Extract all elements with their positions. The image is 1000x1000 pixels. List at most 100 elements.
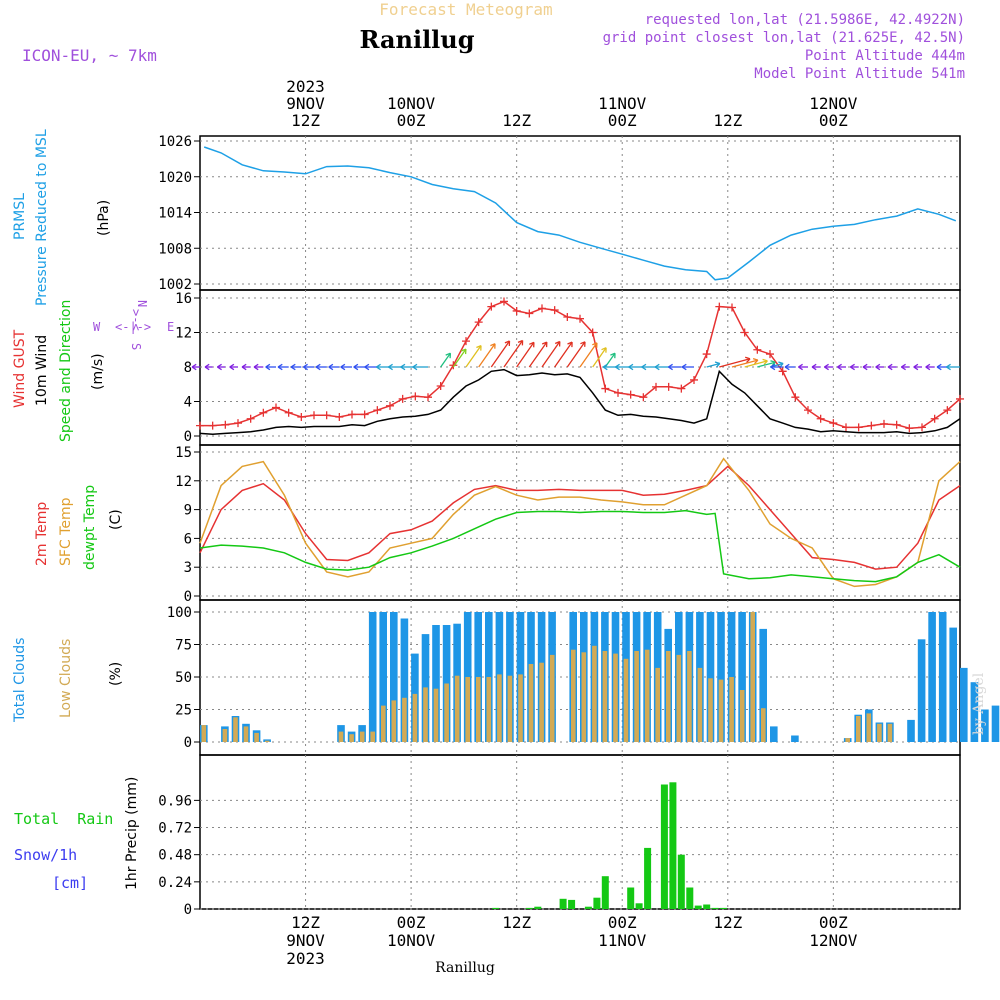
gust-marker <box>449 361 458 370</box>
y-tick-label: 1002 <box>158 277 192 293</box>
bottom-time-label: 12Z <box>713 913 742 932</box>
wind-arrowhead <box>229 363 235 371</box>
cloud-bar-low_clouds <box>845 738 850 742</box>
y-tick-label: 0.96 <box>158 793 192 809</box>
gust-marker <box>297 413 306 422</box>
wind-arrow <box>566 341 586 368</box>
legend-w: W <box>93 320 101 334</box>
cloud-bar-low_clouds <box>412 693 418 742</box>
bottom-time-label: 12Z <box>291 913 320 932</box>
pressure-title-1: PRMSL <box>12 193 28 240</box>
footer-location: Ranillug <box>435 960 495 976</box>
y-tick-label: 1014 <box>158 206 192 222</box>
gust-marker <box>196 421 204 430</box>
wind-arrow <box>592 347 607 368</box>
cloud-bar-total_clouds <box>368 612 377 742</box>
wind-arrowhead <box>837 363 842 371</box>
y-tick-label: 0.24 <box>158 875 192 891</box>
bottom-time-label: 00Z <box>819 913 848 932</box>
precip-bar <box>593 897 601 909</box>
wind-arrowhead <box>580 341 586 347</box>
cloud-bar-low_clouds <box>243 726 249 742</box>
gust-marker <box>804 406 812 415</box>
precip-bar <box>601 876 609 909</box>
gust-marker <box>411 392 420 401</box>
top-time-label: 00Z <box>608 111 637 130</box>
cloud-bar-low_clouds <box>602 651 608 742</box>
wind-arrowhead <box>328 363 334 371</box>
wind-arrow <box>452 348 467 368</box>
gust-marker <box>728 303 736 312</box>
wind-arrowhead <box>641 363 647 371</box>
precip-bar <box>584 906 592 909</box>
precip-bar <box>568 899 576 909</box>
wind-arrowhead <box>204 363 210 371</box>
gust-title: Wind GUST <box>12 329 28 408</box>
wind-arrowhead <box>504 340 511 347</box>
wind-arrowhead <box>265 363 271 371</box>
cloud-bar-total_clouds <box>991 705 1000 742</box>
y-tick-label: 16 <box>175 291 192 307</box>
temperature-panel: 15 12 9 6 3 0 <box>175 444 961 605</box>
y-tick-label: 25 <box>175 703 192 719</box>
gust-marker <box>360 410 369 419</box>
gust-marker <box>892 420 901 429</box>
y-tick-label: 4 <box>184 395 192 411</box>
cloud-bar-low_clouds <box>634 651 639 742</box>
cloud-bar-low_clouds <box>581 652 587 742</box>
y-tick-label: 12 <box>175 326 192 342</box>
wind-arrowhead <box>388 363 393 371</box>
cloud-bar-low_clouds <box>465 677 470 742</box>
wind-arrowhead <box>602 363 608 371</box>
cloud-bar-low_clouds <box>391 700 397 742</box>
wind-arrowhead <box>862 363 868 371</box>
y-tick-label: 0.48 <box>158 848 192 864</box>
gust-marker <box>335 413 344 422</box>
cloud-bar-low_clouds <box>423 687 428 742</box>
wind-arrowhead <box>610 352 616 359</box>
wind-arrowhead <box>567 341 573 348</box>
legend-ew-arrow: <-|-> <box>115 320 151 334</box>
gust-marker <box>715 302 724 311</box>
wind-arrow <box>757 361 776 368</box>
wind-speed-title: Speed and Direction <box>58 300 74 442</box>
dewpt-title: dewpt Temp <box>82 485 98 570</box>
cloud-bar-low_clouds <box>381 705 386 742</box>
gust-marker <box>538 304 546 313</box>
precip-bar <box>635 903 643 909</box>
cloud-bar-low_clouds <box>655 667 660 742</box>
bottom-time-label: 2023 <box>286 949 325 968</box>
y-tick-label: 15 <box>175 445 192 461</box>
wind-arrowhead <box>412 363 418 371</box>
wind-arrowhead <box>216 363 222 371</box>
cloud-bar-total_clouds <box>917 639 926 742</box>
y-tick-label: 0.72 <box>158 821 192 837</box>
wind-arrowhead <box>798 363 803 371</box>
wind-arrowhead <box>364 363 370 371</box>
cloud-bar-low_clouds <box>613 653 618 742</box>
y-tick-label: 0 <box>184 902 192 918</box>
cloud-bar-low_clouds <box>539 662 544 742</box>
y-tick-label: 1020 <box>158 170 192 186</box>
wind-arrowhead <box>541 341 548 348</box>
cloud-bar-low_clouds <box>359 731 365 742</box>
cloud-bar-total_clouds <box>770 726 778 742</box>
gust-marker <box>829 419 838 428</box>
precip-bar <box>525 907 533 909</box>
temp-unit: (C) <box>108 509 124 530</box>
gust-marker <box>956 394 964 403</box>
wind-arrowhead <box>191 363 197 371</box>
y-tick-label: 0 <box>184 735 192 751</box>
cloud-bar-low_clouds <box>729 677 734 742</box>
top-time-label: 00Z <box>397 111 426 130</box>
gust-marker <box>500 297 508 306</box>
wind-arrowhead <box>529 341 535 348</box>
y-tick-label: 75 <box>175 638 192 654</box>
cloud-bar-total_clouds <box>907 719 915 742</box>
y-tick-label: 1008 <box>158 241 192 257</box>
precip-bar <box>660 784 668 909</box>
wind-arrowhead <box>554 340 561 347</box>
wind-arrowhead <box>592 342 598 348</box>
top-time-label: 9NOV <box>286 94 325 113</box>
